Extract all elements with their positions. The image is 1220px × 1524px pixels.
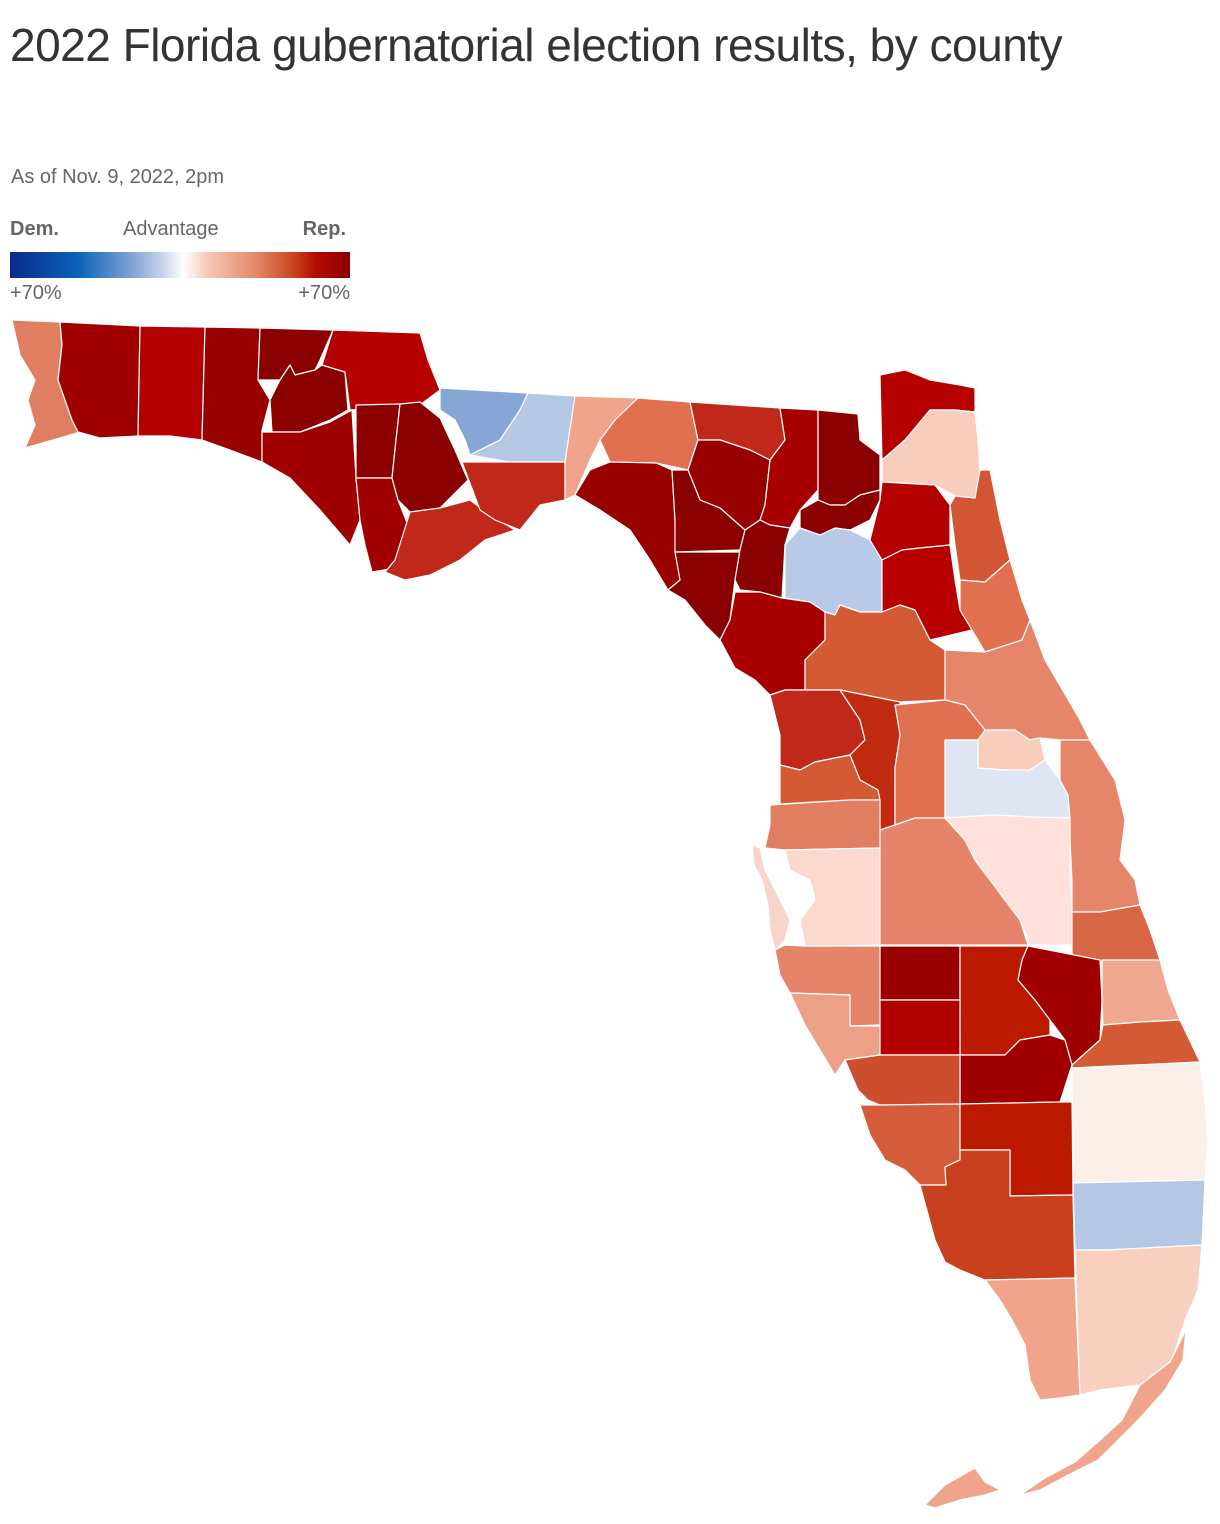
county-monroe-keys[interactable] bbox=[1019, 1329, 1187, 1496]
county-franklin[interactable] bbox=[384, 499, 516, 581]
county-collier[interactable] bbox=[919, 1149, 1076, 1281]
county-hillsborough[interactable] bbox=[784, 847, 881, 947]
county-miami-dade[interactable] bbox=[1074, 1244, 1203, 1396]
legend-labels: Dem. Advantage Rep. bbox=[10, 216, 350, 244]
county-charlotte[interactable] bbox=[844, 1054, 961, 1106]
legend-advantage-label: Advantage bbox=[123, 218, 219, 240]
county-monroe-big-pine[interactable] bbox=[924, 1467, 1001, 1509]
county-palm-beach[interactable] bbox=[1071, 1061, 1209, 1184]
county-st-johns[interactable] bbox=[949, 469, 1011, 583]
county-hernando[interactable] bbox=[764, 799, 881, 851]
legend-rep-label: Rep. bbox=[302, 218, 346, 240]
county-layer bbox=[11, 319, 1209, 1509]
county-wakulla[interactable] bbox=[461, 461, 566, 531]
county-washington[interactable] bbox=[269, 364, 349, 433]
legend-dem-label: Dem. bbox=[10, 218, 59, 240]
county-okaloosa[interactable] bbox=[137, 325, 206, 441]
county-indian-river[interactable] bbox=[1071, 904, 1161, 963]
county-broward[interactable] bbox=[1072, 1179, 1206, 1251]
chart-subtitle: As of Nov. 9, 2022, 2pm bbox=[11, 166, 225, 188]
county-hardee[interactable] bbox=[879, 945, 961, 1001]
legend-right-tick: +70% bbox=[298, 282, 350, 304]
florida-county-map bbox=[11, 319, 1209, 1509]
county-st-lucie[interactable] bbox=[1101, 959, 1181, 1026]
county-pinellas[interactable] bbox=[751, 844, 791, 951]
legend-left-tick: +70% bbox=[10, 282, 62, 304]
legend-gradient-bar bbox=[10, 252, 350, 278]
county-taylor[interactable] bbox=[574, 461, 681, 591]
county-brevard[interactable] bbox=[1059, 739, 1141, 913]
chart-title: 2022 Florida gubernatorial election resu… bbox=[10, 19, 1063, 71]
color-legend: Dem. Advantage Rep. +70% +70% bbox=[10, 216, 350, 306]
county-baker[interactable] bbox=[817, 409, 881, 506]
county-desoto[interactable] bbox=[879, 999, 961, 1056]
county-monroe-mainland[interactable] bbox=[984, 1277, 1081, 1401]
